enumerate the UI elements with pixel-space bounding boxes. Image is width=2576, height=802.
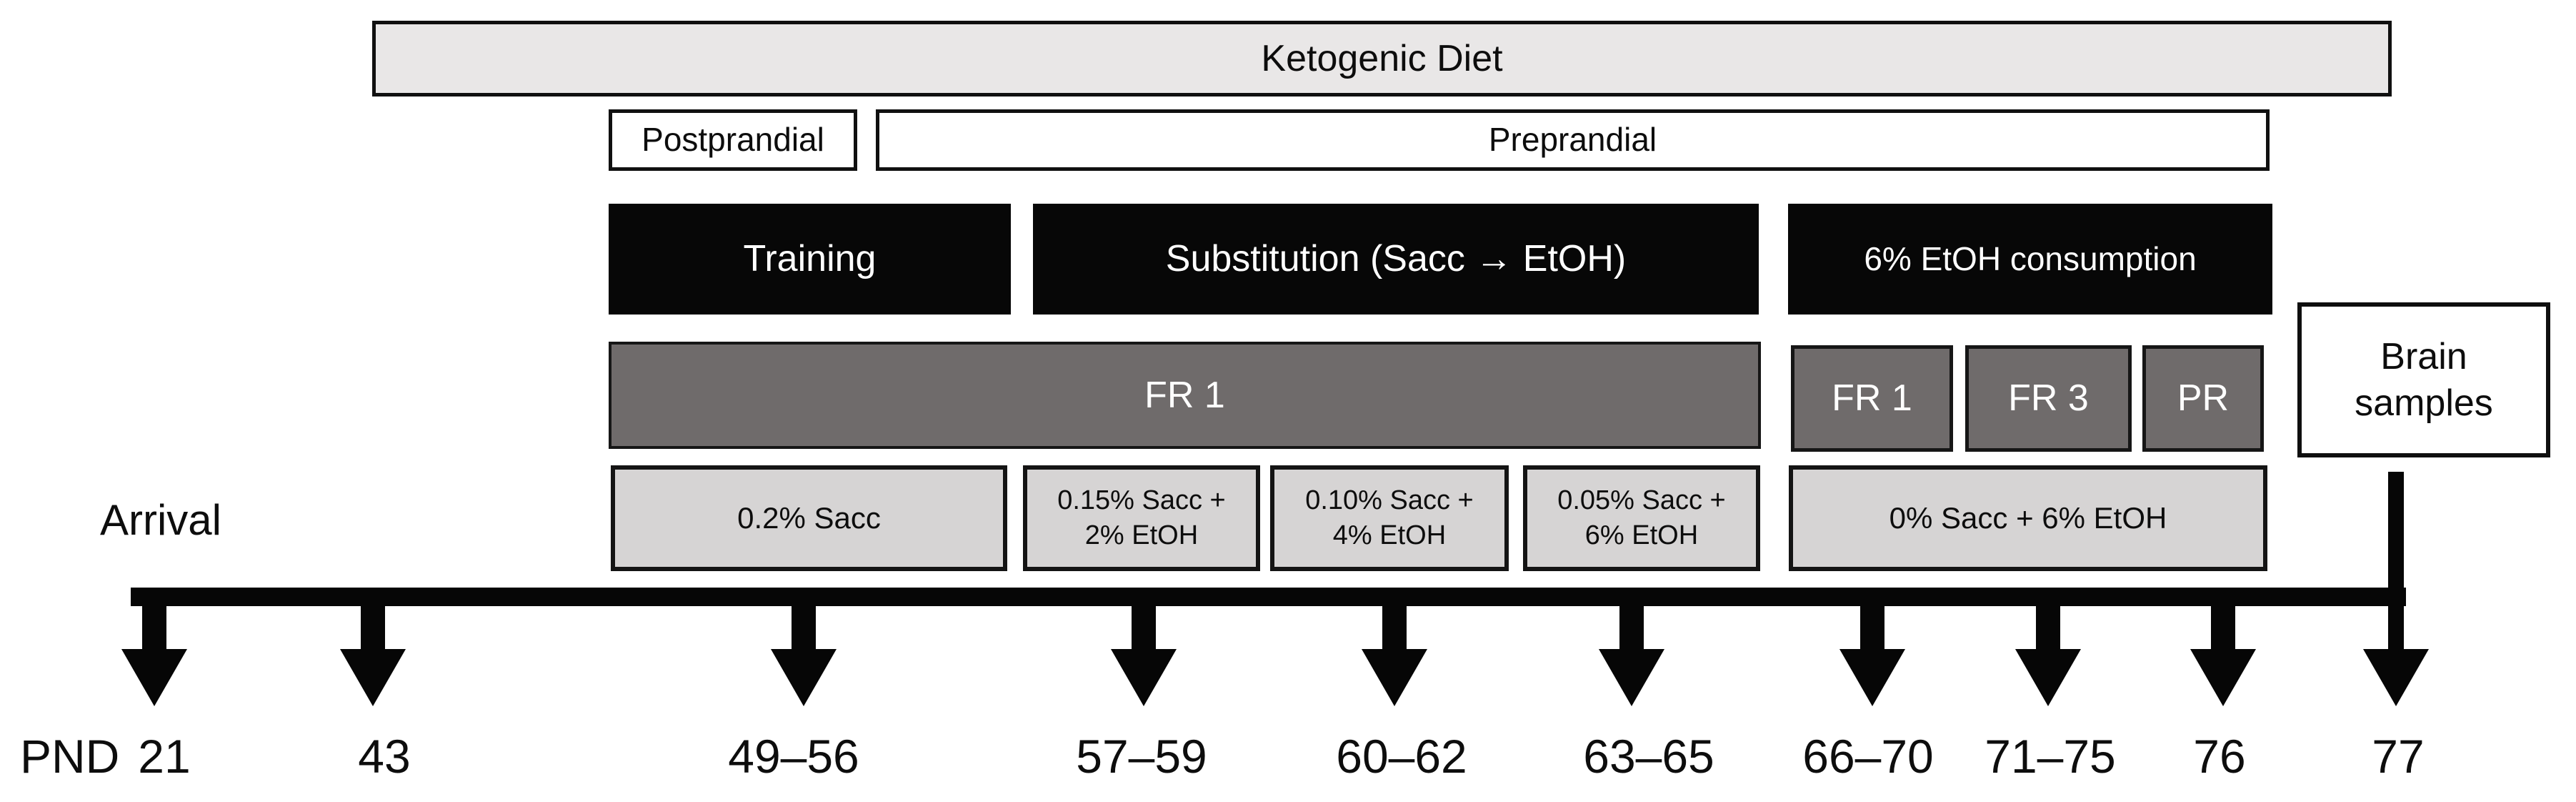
timeline-arrow-stem — [2211, 606, 2235, 649]
training-phase-box: Training — [609, 204, 1011, 315]
timeline-tick-label: 77 — [2372, 730, 2425, 783]
timeline-tick-label: 71–75 — [1985, 730, 2116, 783]
timeline-arrow-stem — [792, 606, 816, 649]
timeline-arrow-stem — [2388, 472, 2404, 649]
pr-schedule-box: PR — [2142, 345, 2264, 452]
solution-box-02-sacc: 0.2% Sacc — [611, 465, 1007, 571]
timeline-tick-label: 76 — [2193, 730, 2246, 783]
timeline-tick-label: 43 — [358, 730, 411, 783]
timeline-arrowhead — [2363, 649, 2429, 706]
ketogenic-diet-bar: Ketogenic Diet — [372, 21, 2392, 96]
timeline-tick-label: 49–56 — [728, 730, 859, 783]
solution-box-015-sacc-2-etoh: 0.15% Sacc + 2% EtOH — [1023, 465, 1260, 571]
timeline-arrowhead — [340, 649, 406, 706]
solution-box-010-sacc-4-etoh: 0.10% Sacc + 4% EtOH — [1270, 465, 1509, 571]
fr3-schedule-box: FR 3 — [1965, 345, 2132, 452]
timeline-arrowhead — [1839, 649, 1905, 706]
timeline-arrowhead — [1111, 649, 1177, 706]
arrival-label: Arrival — [100, 496, 222, 544]
postprandial-box: Postprandial — [609, 109, 857, 171]
timeline-arrowhead — [2190, 649, 2256, 706]
timeline-arrow-stem — [1382, 606, 1407, 649]
timeline-arrow-stem — [1132, 606, 1156, 649]
timeline-tick-label: 63–65 — [1583, 730, 1714, 783]
etoh-consumption-phase-box: 6% EtOH consumption — [1788, 204, 2272, 315]
timeline-arrowhead — [771, 649, 837, 706]
brain-samples-box: Brain samples — [2297, 302, 2550, 457]
timeline-tick-label: 60–62 — [1336, 730, 1467, 783]
timeline-tick-label: 21 — [138, 730, 191, 783]
pnd-axis-prefix-label: PND — [20, 730, 120, 783]
timeline-arrow-stem — [1860, 606, 1884, 649]
timeline-tick-label: 57–59 — [1076, 730, 1207, 783]
timeline-arrowhead — [1362, 649, 1427, 706]
timeline-tick-label: 66–70 — [1802, 730, 1934, 783]
timeline-arrowhead — [2015, 649, 2081, 706]
substitution-phase-box: Substitution (Sacc → EtOH) — [1033, 204, 1759, 315]
timeline-arrow-stem — [361, 606, 385, 649]
fr1-schedule-box: FR 1 — [1791, 345, 1953, 452]
timeline-arrowhead — [121, 649, 187, 706]
timeline-axis — [131, 588, 2406, 606]
timeline-arrowhead — [1599, 649, 1664, 706]
preprandial-box: Preprandial — [876, 109, 2270, 171]
solution-box-0-sacc-6-etoh: 0% Sacc + 6% EtOH — [1789, 465, 2267, 571]
fr1-main-schedule-box: FR 1 — [609, 342, 1761, 449]
solution-box-005-sacc-6-etoh: 0.05% Sacc + 6% EtOH — [1523, 465, 1760, 571]
timeline-arrow-stem — [1619, 606, 1644, 649]
timeline-arrow-stem — [142, 606, 166, 649]
timeline-arrow-stem — [2036, 606, 2060, 649]
